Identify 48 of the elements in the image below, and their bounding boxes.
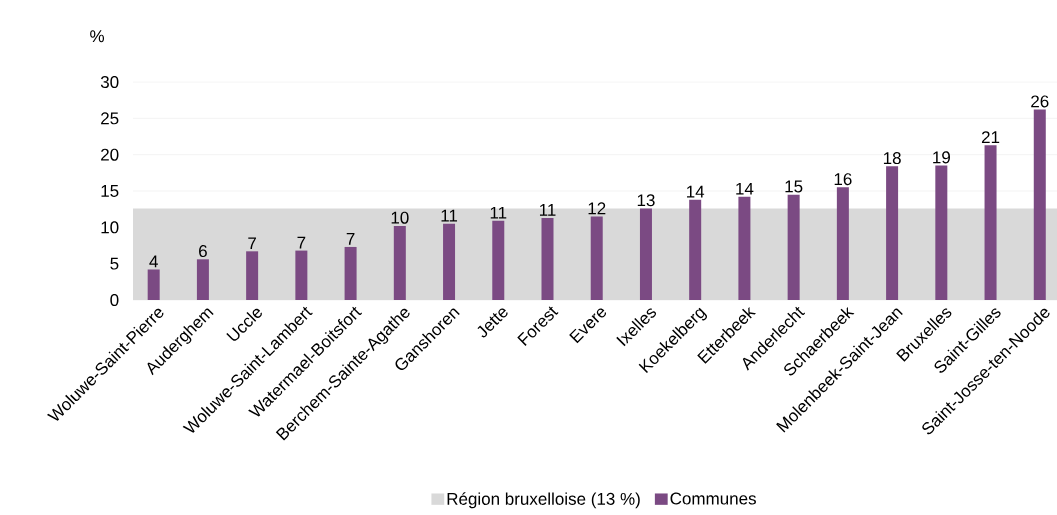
data-label: 11 [441, 209, 458, 222]
data-label: 7 [297, 236, 306, 249]
bar [295, 250, 308, 300]
bar [393, 225, 406, 300]
data-label: 21 [981, 131, 1000, 144]
data-label: 10 [391, 211, 409, 224]
data-label: 6 [199, 245, 207, 258]
bar [1033, 109, 1046, 300]
y-tick-label: 30 [100, 75, 119, 89]
bar [147, 269, 160, 300]
bar [738, 196, 751, 300]
data-label: 26 [1031, 95, 1049, 108]
data-label: 13 [637, 194, 655, 207]
data-label: 18 [883, 152, 901, 165]
data-label: 7 [248, 237, 256, 250]
y-tick-label: 15 [101, 185, 119, 197]
bar [344, 246, 357, 300]
bar [196, 259, 209, 300]
y-axis-title: % [90, 30, 105, 43]
bar [639, 208, 652, 300]
legend-label: Communes [670, 492, 756, 505]
data-label: 19 [933, 151, 950, 164]
data-label: 14 [736, 182, 754, 195]
y-tick-label: 25 [101, 112, 119, 125]
bar [787, 194, 800, 300]
bar [836, 187, 849, 300]
data-label: 4 [149, 255, 158, 268]
legend-label: Région bruxelloise (13 %) [447, 492, 640, 509]
data-label: 11 [539, 203, 556, 216]
bar [886, 166, 899, 300]
bar [689, 199, 702, 300]
bar [541, 217, 554, 300]
bar [935, 165, 948, 300]
y-tick-label: 5 [110, 257, 119, 270]
bar [590, 216, 603, 300]
y-tick-label: 20 [101, 148, 119, 161]
data-label: 7 [346, 233, 355, 245]
bar [492, 220, 505, 300]
data-label: 14 [687, 185, 705, 198]
bar [984, 145, 997, 300]
data-label: 16 [834, 173, 852, 186]
bar [246, 251, 259, 300]
data-label: 12 [588, 202, 606, 215]
y-tick-label: 0 [110, 293, 119, 307]
data-label: 15 [785, 180, 803, 193]
data-label: 11 [490, 206, 507, 219]
y-tick-label: 10 [101, 221, 119, 234]
bar [443, 223, 456, 300]
